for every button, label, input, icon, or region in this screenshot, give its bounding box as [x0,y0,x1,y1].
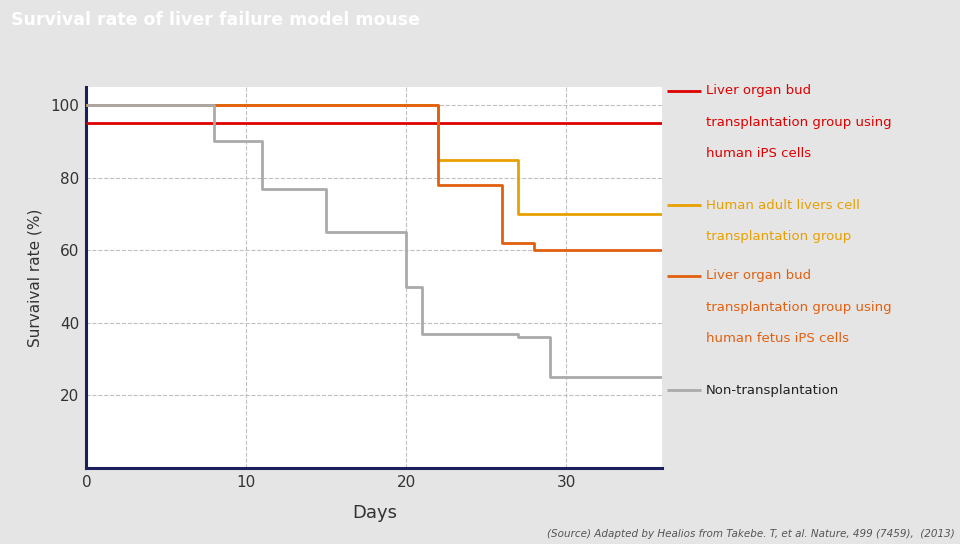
Text: Survival rate of liver failure model mouse: Survival rate of liver failure model mou… [11,11,420,29]
X-axis label: Days: Days [352,504,396,522]
Text: Liver organ bud: Liver organ bud [706,269,811,282]
Text: human fetus iPS cells: human fetus iPS cells [706,332,849,345]
Text: transplantation group using: transplantation group using [706,301,891,314]
Y-axis label: Survaival rate (%): Survaival rate (%) [27,208,42,347]
Text: Human adult livers cell: Human adult livers cell [706,199,859,212]
Text: (Source) Adapted by Healios from Takebe. T, et al. Nature, 499 (7459),  (2013): (Source) Adapted by Healios from Takebe.… [547,529,955,539]
Text: Non-transplantation: Non-transplantation [706,384,839,397]
Text: transplantation group using: transplantation group using [706,116,891,129]
Text: Liver organ bud: Liver organ bud [706,84,811,97]
Text: human iPS cells: human iPS cells [706,147,811,160]
Text: transplantation group: transplantation group [706,230,851,243]
